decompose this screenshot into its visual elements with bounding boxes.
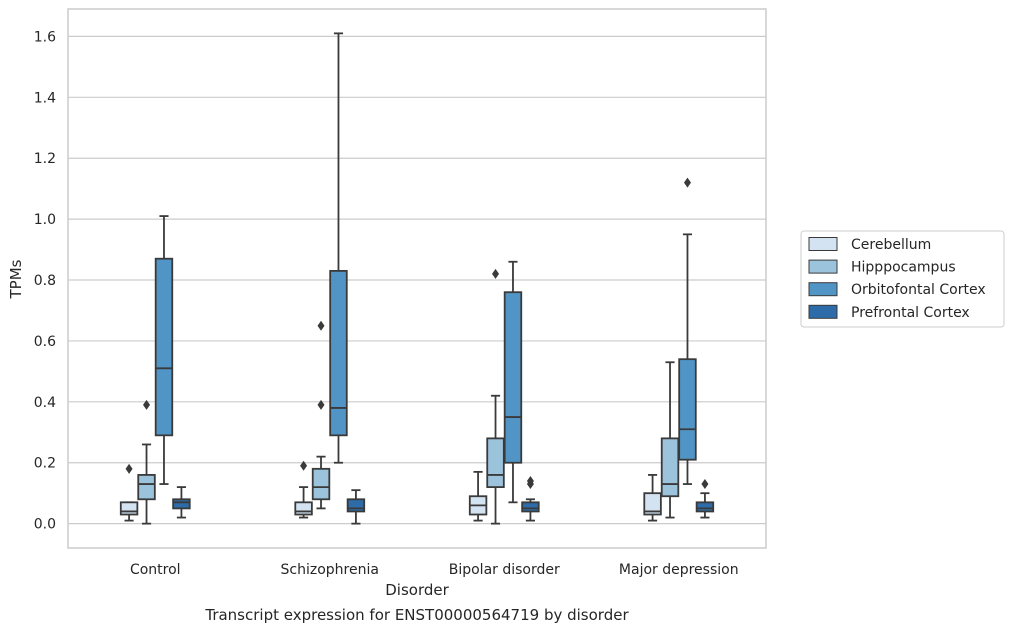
box-orbitofontal-cortex bbox=[154, 215, 174, 485]
legend: Cerebellum Hipppocampus Orbitofontal Corte… bbox=[800, 230, 1005, 328]
y-tick-label: 0.8 bbox=[34, 273, 56, 289]
legend-label: Orbitofontal Cortex bbox=[851, 282, 986, 298]
x-axis-label: Disorder bbox=[385, 581, 449, 599]
figure-caption: Transcript expression for ENST0000056471… bbox=[205, 606, 629, 624]
outlier-point bbox=[492, 268, 500, 279]
box-cerebellum bbox=[294, 460, 313, 519]
iqr-box bbox=[294, 501, 313, 516]
iqr-box bbox=[521, 501, 540, 513]
y-gridlines bbox=[68, 35, 766, 525]
box-hipppocampus bbox=[137, 399, 156, 525]
legend-swatch bbox=[808, 282, 838, 297]
legend-swatch bbox=[808, 237, 838, 251]
y-tick-label: 0.6 bbox=[34, 334, 56, 350]
y-tick-label: 1.2 bbox=[34, 151, 56, 167]
iqr-box bbox=[154, 257, 174, 437]
iqr-box bbox=[660, 437, 680, 498]
box-hipppocampus bbox=[660, 361, 680, 519]
box-orbitofontal-cortex bbox=[329, 32, 348, 464]
box-plot-marks bbox=[119, 32, 715, 525]
y-axis-ticks: 0.0 0.2 0.4 0.6 0.8 1.0 1.2 1.4 1.6 bbox=[34, 29, 56, 532]
box-prefrontal-cortex bbox=[172, 486, 191, 519]
legend-frame bbox=[800, 230, 1005, 328]
iqr-box bbox=[329, 269, 348, 437]
iqr-box bbox=[311, 467, 331, 501]
y-tick-label: 1.4 bbox=[34, 90, 56, 106]
iqr-box bbox=[172, 498, 191, 510]
iqr-box bbox=[137, 474, 156, 501]
legend-swatch bbox=[808, 259, 838, 274]
box-cerebellum bbox=[468, 470, 488, 522]
legend-label: Hipppocampus bbox=[851, 260, 956, 276]
y-tick-label: 0.0 bbox=[34, 517, 56, 533]
outlier-point bbox=[683, 177, 691, 188]
outlier-point bbox=[125, 463, 133, 474]
box-cerebellum bbox=[643, 474, 662, 522]
iqr-box bbox=[346, 498, 366, 513]
outlier-point bbox=[526, 476, 534, 487]
iqr-box bbox=[695, 501, 715, 513]
box-prefrontal-cortex bbox=[521, 476, 540, 522]
box-prefrontal-cortex bbox=[695, 479, 715, 519]
box-cerebellum bbox=[119, 463, 139, 522]
outlier-point bbox=[701, 479, 709, 490]
x-axis-ticks: Control Schizophrenia Bipolar disorder Majo… bbox=[130, 562, 739, 578]
y-tick-label: 0.2 bbox=[34, 456, 56, 472]
plot-area-frame bbox=[67, 8, 767, 549]
iqr-box bbox=[119, 501, 139, 516]
outlier-point bbox=[317, 320, 325, 331]
iqr-box bbox=[486, 437, 505, 488]
box-orbitofontal-cortex bbox=[678, 177, 697, 485]
iqr-box bbox=[503, 291, 523, 464]
outlier-point bbox=[143, 399, 151, 410]
box-hipppocampus bbox=[486, 268, 505, 525]
y-tick-label: 1.6 bbox=[34, 29, 56, 45]
box-prefrontal-cortex bbox=[346, 489, 366, 525]
iqr-box bbox=[678, 358, 697, 461]
y-axis-label: TPMs bbox=[7, 259, 25, 299]
legend-label: Prefrontal Cortex bbox=[851, 305, 970, 321]
x-tick-label: Control bbox=[130, 562, 181, 578]
outlier-point bbox=[300, 460, 308, 471]
box-orbitofontal-cortex bbox=[503, 260, 523, 504]
legend-swatch bbox=[808, 304, 838, 319]
y-tick-label: 0.4 bbox=[34, 395, 56, 411]
iqr-box bbox=[643, 492, 662, 516]
x-tick-label: Schizophrenia bbox=[281, 562, 379, 578]
y-tick-label: 1.0 bbox=[34, 212, 56, 228]
outlier-point bbox=[317, 399, 325, 410]
box-hipppocampus bbox=[311, 320, 331, 510]
x-tick-label: Major depression bbox=[619, 562, 739, 578]
x-tick-label: Bipolar disorder bbox=[449, 562, 560, 578]
legend-label: Cerebellum bbox=[851, 237, 931, 253]
